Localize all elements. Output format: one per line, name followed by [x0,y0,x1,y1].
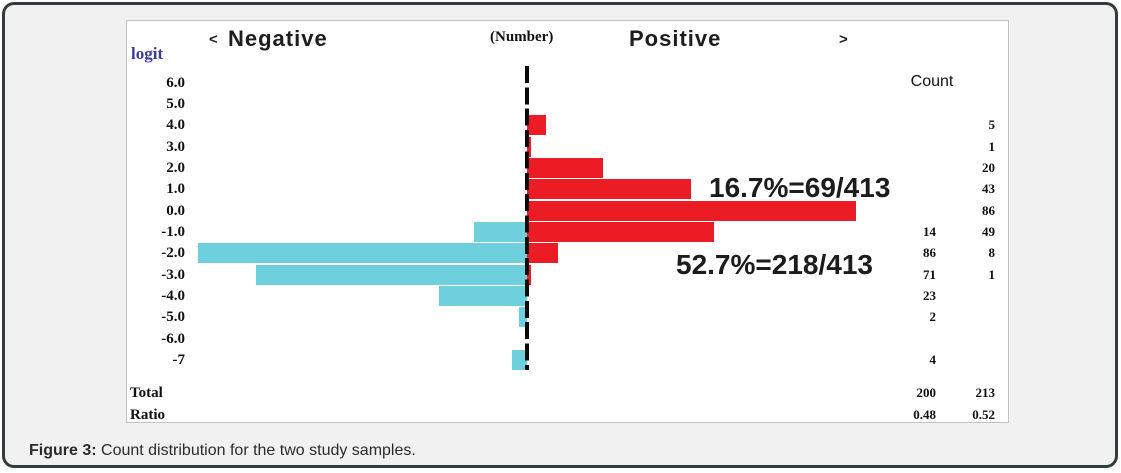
positive-count: 1 [988,138,996,154]
figure-caption-text: Count distribution for the two study sam… [96,442,416,459]
positive-count: 49 [982,223,995,239]
negative-bar [519,307,527,328]
y-tick-label: -7 [172,352,186,369]
negative-count: 71 [923,266,936,282]
positive-bar [527,179,692,200]
negative-count: 4 [929,352,937,368]
positive-count: 20 [982,159,995,175]
chart-panel: < Negative (Number) Positive > logit Cou… [126,20,1009,423]
right-arrow-icon: > [839,31,848,48]
y-tick-label: 1.0 [166,181,185,198]
y-tick-label: -2.0 [161,245,185,262]
zero-axis-line [525,66,529,370]
y-tick-label: -5.0 [161,309,185,326]
y-tick-label: 6.0 [166,74,185,91]
negative-header: Negative [228,26,328,51]
y-tick-label: -4.0 [161,288,185,304]
number-header: (Number) [490,29,554,45]
negative-count: 23 [923,288,936,303]
y-tick-label: 0.0 [166,202,185,219]
summary-negative-value: 0.48 [913,407,936,422]
negative-bar [439,286,527,306]
negative-count: 86 [923,245,936,261]
annotation-lower: 52.7%=218/413 [676,249,873,280]
positive-count: 43 [982,181,995,197]
negative-bar [255,264,527,285]
negative-count: 14 [923,223,936,239]
summary-row-label: Ratio [130,407,165,423]
negative-bar [473,221,527,242]
positive-bar [527,200,856,221]
summary-negative-value: 200 [916,385,937,400]
positive-count: 5 [988,117,996,133]
y-tick-label: -1.0 [161,223,185,240]
annotation-upper: 16.7%=69/413 [709,172,891,203]
left-arrow-icon: < [209,31,218,48]
positive-bar [527,115,547,136]
positive-bar [527,243,558,264]
y-tick-label: 5.0 [166,95,185,112]
negative-count: 2 [929,309,937,325]
y-tick-label: 4.0 [166,117,185,134]
positive-bar [527,157,604,178]
summary-positive-value: 0.52 [972,407,995,422]
negative-bar [511,350,527,371]
count-column-header: Count [910,73,954,90]
positive-bar [527,221,715,242]
figure-caption: Figure 3: Count distribution for the two… [29,442,416,460]
positive-count: 86 [982,202,995,218]
negative-bar [198,243,527,264]
positive-count: 8 [988,245,996,261]
positive-header: Positive [629,26,722,51]
figure-caption-label: Figure 3: [29,442,97,459]
y-tick-label: -3.0 [161,266,185,283]
y-tick-label: 3.0 [166,138,185,155]
summary-row-label: Total [130,385,163,401]
y-tick-label: 2.0 [166,159,185,176]
y-axis-title: logit [131,44,164,63]
summary-positive-value: 213 [975,385,996,400]
y-tick-label: -6.0 [161,330,185,347]
positive-count: 1 [988,266,996,282]
